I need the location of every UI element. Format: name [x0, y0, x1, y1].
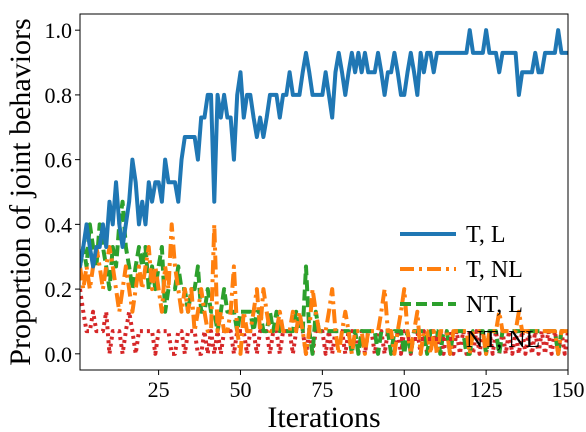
y-tick-label: 1.0	[45, 18, 73, 43]
legend-label-2: NT, L	[466, 292, 523, 318]
x-axis-ticks: 25 50 75 100 125 150	[148, 370, 585, 402]
y-tick-label: 0.4	[45, 212, 73, 237]
series-line-1	[80, 222, 568, 356]
x-tick-label: 50	[229, 377, 251, 402]
x-tick-label: 125	[470, 377, 503, 402]
x-axis-label: Iterations	[267, 401, 380, 432]
y-tick-label: 0.8	[45, 83, 73, 108]
x-tick-label: 100	[388, 377, 421, 402]
series-line-0	[80, 28, 568, 269]
legend-label-1: T, NL	[466, 257, 523, 283]
y-axis-label: Proportion of joint behaviors	[4, 18, 37, 365]
legend-label-3: NT, NL	[466, 327, 540, 353]
x-tick-label: 75	[311, 377, 333, 402]
x-tick-label: 150	[552, 377, 585, 402]
series-layer	[80, 28, 568, 356]
y-tick-label: 0.0	[45, 342, 73, 367]
y-tick-label: 0.6	[45, 148, 73, 173]
y-tick-label: 0.2	[45, 277, 73, 302]
legend: T, L T, NL NT, L NT, NL	[400, 222, 540, 353]
y-axis-ticks: 0.0 0.2 0.4 0.6 0.8 1.0	[45, 18, 80, 367]
plot-frame	[79, 13, 569, 371]
series-line-2	[80, 199, 568, 356]
legend-label-0: T, L	[466, 222, 506, 248]
x-tick-label: 25	[148, 377, 170, 402]
